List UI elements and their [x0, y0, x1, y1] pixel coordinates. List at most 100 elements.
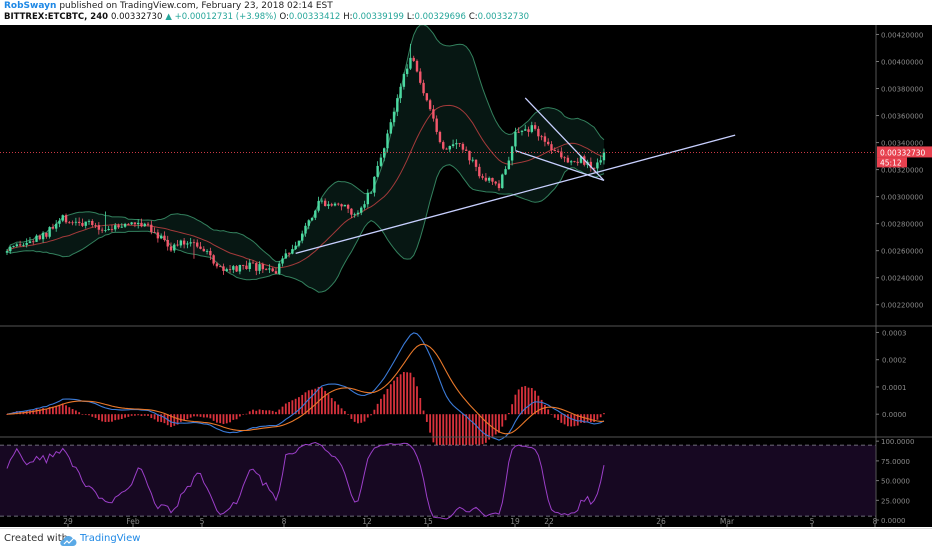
histogram-bar: [583, 414, 586, 423]
rsi-pane[interactable]: [0, 441, 876, 520]
rsi-tick-label: 25.0000: [881, 497, 910, 505]
histogram-bar: [462, 414, 464, 452]
candle-body: [264, 269, 268, 271]
histogram-bar: [530, 388, 533, 415]
candle-body: [527, 129, 530, 132]
histogram-bar: [78, 412, 81, 415]
candle-body: [45, 232, 48, 237]
close-label: C:: [468, 12, 478, 22]
tradingview-brand[interactable]: TradingView: [80, 533, 141, 544]
candle-body: [442, 142, 445, 149]
macd-tick-label: 0.0000: [882, 411, 907, 419]
histogram-bar: [416, 386, 418, 415]
low-value: 0.00329696: [414, 12, 466, 22]
histogram-bar: [481, 414, 484, 445]
histogram-bar: [176, 414, 179, 425]
countdown-badge: [877, 157, 907, 168]
histogram-bar: [209, 414, 212, 419]
candle-body: [346, 204, 350, 209]
candle-body: [81, 222, 84, 226]
histogram-bar: [153, 414, 156, 420]
candle-body: [530, 125, 533, 132]
histogram-bar: [140, 414, 143, 416]
histogram-bar: [484, 414, 487, 443]
candle-body: [579, 156, 583, 163]
histogram-bar: [540, 399, 543, 415]
candle-body: [353, 214, 356, 216]
histogram-bar: [553, 414, 556, 418]
time-tick-label: 5: [200, 517, 205, 526]
candle-body: [202, 248, 205, 252]
histogram-bar: [134, 414, 136, 416]
candle-body: [327, 204, 330, 207]
macd-tick-label: 0.0003: [882, 329, 907, 337]
histogram-bar: [389, 384, 392, 415]
histogram-bar: [586, 414, 589, 422]
candle-body: [173, 244, 176, 251]
trendline[interactable]: [515, 150, 605, 182]
histogram-bar: [284, 403, 287, 415]
price-pane[interactable]: [0, 24, 876, 293]
chart-svg[interactable]: 0.00420000 0.00400000 0.00380000 0.00360000…: [0, 24, 932, 527]
histogram-bar: [160, 414, 163, 423]
macd-pane[interactable]: [6, 332, 605, 468]
open-label: O:: [279, 12, 289, 22]
created-with-text: Created with: [4, 533, 68, 544]
histogram-bar: [107, 414, 110, 422]
histogram-bar: [517, 389, 520, 415]
histogram-bar: [84, 414, 87, 415]
histogram-bar: [15, 411, 18, 415]
candle-body: [314, 210, 317, 218]
candle-body: [291, 249, 294, 254]
tradingview-cloud-icon[interactable]: [59, 532, 77, 551]
candle-body: [130, 222, 133, 225]
candle-body: [176, 244, 179, 246]
candle-body: [258, 264, 261, 271]
candle-body: [35, 235, 38, 242]
histogram-bar: [65, 405, 67, 415]
author-link[interactable]: RobSwayn: [4, 1, 57, 11]
candle-body: [209, 250, 212, 256]
histogram-bar: [170, 414, 172, 428]
histogram-bar: [445, 414, 448, 468]
histogram-bar: [219, 414, 222, 424]
candle-body: [363, 204, 366, 208]
histogram-bar: [409, 372, 412, 415]
price-tick-label: 0.00380000: [881, 86, 923, 94]
candle-body: [386, 133, 389, 149]
histogram-bar: [494, 414, 497, 435]
last-price-label: 0.00332730: [880, 148, 926, 157]
candle-body: [156, 232, 160, 239]
candle-body: [268, 268, 271, 270]
histogram-bar: [429, 414, 432, 433]
histogram-bar: [566, 414, 569, 427]
candle-body: [320, 200, 324, 202]
histogram-bar: [386, 388, 389, 415]
candle-body: [461, 143, 465, 150]
price-tick-label: 0.00400000: [881, 58, 923, 66]
histogram-bar: [301, 394, 304, 415]
candle-body: [343, 204, 347, 207]
trendline[interactable]: [524, 97, 605, 181]
histogram-bar: [511, 404, 514, 415]
candle-body: [38, 235, 41, 240]
candle-body: [392, 111, 396, 123]
histogram-bar: [232, 414, 235, 420]
symbol-name: BITTREX:ETCBTC, 240: [4, 12, 109, 22]
trendline[interactable]: [295, 134, 736, 255]
candle-body: [425, 93, 429, 101]
histogram-bar: [393, 380, 395, 415]
histogram-bar: [156, 414, 159, 422]
candle-body: [215, 263, 219, 267]
candle-body: [547, 141, 550, 145]
candle-body: [487, 177, 491, 181]
histogram-bar: [320, 387, 323, 415]
candle-body: [123, 223, 127, 227]
candle-body: [281, 258, 284, 264]
histogram-bar: [143, 414, 146, 416]
histogram-bar: [281, 406, 284, 415]
candle-body: [599, 160, 602, 163]
histogram-bar: [357, 414, 359, 424]
histogram-bar: [360, 414, 363, 423]
chart-area[interactable]: 0.00420000 0.00400000 0.00380000 0.00360000…: [0, 24, 932, 527]
